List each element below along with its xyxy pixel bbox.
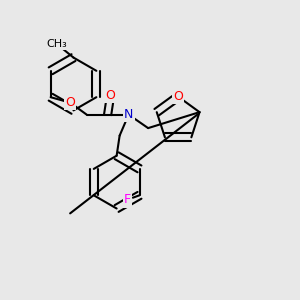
Text: O: O — [106, 88, 116, 102]
Text: CH₃: CH₃ — [46, 39, 68, 49]
Text: O: O — [65, 96, 75, 109]
Text: O: O — [173, 90, 183, 103]
Text: N: N — [124, 108, 133, 121]
Text: F: F — [124, 193, 131, 206]
